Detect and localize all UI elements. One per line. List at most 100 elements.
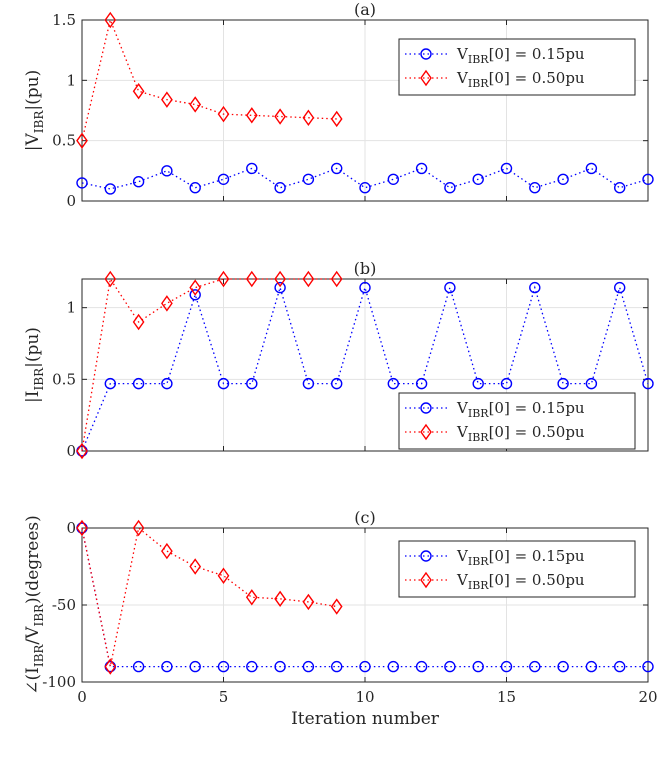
legend-label: VIBR[0] = 0.15pu: [456, 547, 585, 568]
legend-box: [398, 392, 636, 450]
x-axis-label: Iteration number: [291, 709, 440, 729]
x-tick-label: 0: [77, 688, 87, 706]
data-point: [274, 281, 286, 294]
y-tick-label: 0: [66, 519, 76, 537]
data-point: [274, 590, 286, 608]
data-point: [614, 281, 626, 294]
panel-a: 00.511.5(a)|VIBR|(pu)VIBR[0] = 0.15puVIB…: [23, 0, 654, 210]
legend: VIBR[0] = 0.15pu VIBR[0] = 0.50pu: [398, 392, 636, 450]
data-point: [529, 281, 541, 294]
data-point: [359, 281, 371, 294]
data-point: [331, 660, 343, 673]
y-tick-label: 1: [66, 71, 76, 89]
y-tick-label: -50: [52, 596, 76, 614]
data-point: [104, 270, 117, 288]
y-tick-label: 0: [66, 192, 76, 210]
data-point: [331, 377, 343, 390]
data-point: [585, 660, 598, 673]
series-v015: [76, 281, 654, 457]
data-point: [557, 173, 569, 185]
legend-circle-marker: [420, 550, 432, 562]
data-point: [104, 377, 117, 390]
data-point: [76, 519, 88, 537]
data-point: [472, 377, 484, 390]
data-point: [217, 660, 230, 673]
data-point: [642, 377, 654, 390]
data-point: [302, 377, 315, 390]
y-tick-label: 1.5: [52, 11, 76, 29]
x-tick-label: 20: [638, 688, 657, 706]
data-point: [500, 660, 513, 673]
data-point: [614, 182, 626, 194]
y-tick-label: -100: [42, 673, 76, 691]
data-point: [217, 173, 230, 185]
data-point: [245, 107, 258, 124]
data-point: [500, 377, 513, 390]
data-point: [330, 270, 343, 288]
data-point: [161, 542, 173, 560]
data-point: [642, 660, 654, 673]
data-point: [189, 182, 201, 194]
data-point: [189, 558, 202, 575]
data-point: [274, 660, 286, 673]
panel-title: (c): [354, 508, 375, 527]
legend-box: [398, 38, 636, 96]
legend-entry: VIBR[0] = 0.15pu: [405, 399, 585, 420]
data-point: [217, 270, 230, 288]
data-point: [161, 295, 173, 312]
data-point: [585, 162, 598, 175]
legend: VIBR[0] = 0.15pu VIBR[0] = 0.50pu: [398, 540, 636, 598]
data-point: [217, 377, 230, 390]
data-point: [76, 442, 88, 460]
data-point: [132, 660, 145, 673]
series-line: [81, 167, 649, 190]
series-line: [81, 17, 337, 141]
data-point: [161, 165, 173, 177]
legend: VIBR[0] = 0.15pu VIBR[0] = 0.50pu: [398, 38, 636, 96]
data-point: [614, 660, 626, 673]
legend-entry: VIBR[0] = 0.15pu: [405, 45, 585, 66]
data-point: [132, 313, 145, 331]
series-line: [81, 277, 337, 452]
data-point: [246, 377, 258, 390]
legend-label: VIBR[0] = 0.15pu: [456, 45, 585, 66]
legend-diamond-marker: [420, 571, 432, 589]
x-tick-label: 15: [497, 688, 516, 706]
data-point: [359, 660, 371, 673]
y-tick-label: 1: [66, 299, 76, 317]
data-point: [359, 182, 371, 194]
data-point: [161, 91, 173, 108]
data-point: [274, 270, 286, 288]
panel-b: 00.51(b)|IIBR|(pu)VIBR[0] = 0.15puVIBR[0…: [23, 259, 654, 460]
data-point: [557, 660, 569, 673]
legend-entry: VIBR[0] = 0.50pu: [405, 69, 585, 90]
data-point: [529, 660, 541, 673]
y-axis-label: ∠(IIBR/VIBR)(degrees): [23, 515, 46, 695]
data-point: [246, 162, 258, 175]
data-point: [415, 660, 428, 673]
legend-entry: VIBR[0] = 0.15pu: [405, 547, 585, 568]
data-point: [500, 162, 513, 175]
x-tick-label: 5: [219, 688, 229, 706]
data-point: [104, 11, 117, 29]
series-line: [81, 527, 648, 668]
data-point: [245, 270, 258, 288]
data-point: [529, 182, 541, 194]
data-point: [132, 519, 145, 537]
data-point: [444, 281, 456, 294]
data-point: [302, 593, 315, 611]
data-point: [132, 82, 145, 100]
data-point: [217, 105, 230, 123]
legend-label: VIBR[0] = 0.50pu: [456, 423, 585, 444]
panel-title: (a): [354, 0, 376, 19]
data-point: [387, 377, 399, 390]
data-point: [161, 377, 173, 390]
data-point: [302, 109, 315, 126]
data-point: [217, 567, 230, 584]
data-point: [189, 96, 202, 113]
data-point: [302, 173, 315, 185]
data-point: [330, 598, 343, 615]
data-point: [444, 182, 456, 194]
series-v015: [76, 162, 654, 195]
data-point: [246, 660, 258, 673]
